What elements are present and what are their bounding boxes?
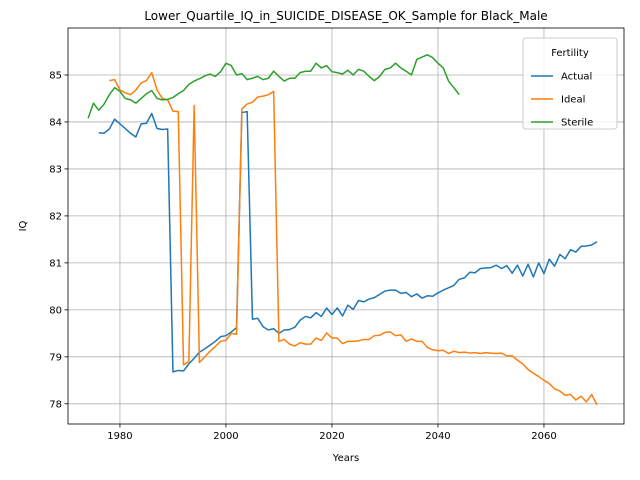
- y-tick-label: 82: [49, 211, 62, 222]
- y-tick-label: 80: [49, 305, 62, 316]
- x-tick-label: 2020: [319, 431, 344, 442]
- y-tick-label: 79: [49, 352, 62, 363]
- series-line: [87, 54, 460, 119]
- x-tick-label: 1980: [107, 431, 132, 442]
- legend-box: [522, 37, 618, 130]
- y-tick-label: 83: [49, 164, 62, 175]
- legend-label: Actual: [561, 72, 592, 83]
- y-tick-label: 84: [49, 117, 62, 128]
- legend-label: Sterile: [561, 118, 593, 129]
- x-tick-label: 2040: [425, 431, 450, 442]
- y-tick-label: 81: [49, 258, 62, 269]
- y-tick-label: 85: [49, 70, 62, 81]
- legend: Fertility Actual Ideal Sterile: [522, 37, 618, 130]
- x-tick-label: 2060: [531, 431, 556, 442]
- x-tick-label: 2000: [213, 431, 238, 442]
- series-line: [98, 110, 598, 373]
- legend-label: Ideal: [561, 95, 585, 106]
- series-line: [109, 71, 598, 406]
- legend-title: Fertility: [551, 48, 589, 59]
- y-tick-label: 78: [49, 399, 62, 410]
- plot-frame: [67, 27, 625, 425]
- chart-title: Lower_Quartile_IQ_in_SUICIDE_DISEASE_OK_…: [144, 9, 547, 23]
- x-axis-label: Years: [332, 453, 359, 464]
- y-axis-label: IQ: [18, 220, 29, 231]
